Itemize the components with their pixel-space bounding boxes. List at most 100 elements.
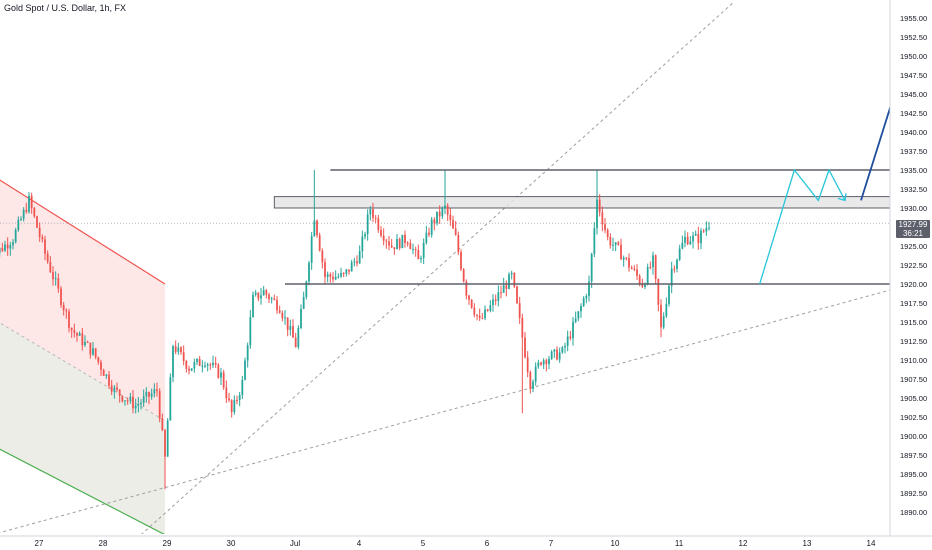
price-tick-label: 1922.50 [900,261,927,270]
candle-body [217,364,220,378]
candle-body [228,398,230,401]
candle-body [185,361,188,369]
candle-body [681,242,684,249]
candle-body [316,220,318,236]
candle-body [70,327,73,331]
candle-body [33,208,36,217]
candle-body [465,281,468,296]
candle-body [28,195,30,212]
candle-body [326,274,329,277]
candle-body [1,247,4,251]
candle-body [97,357,100,363]
price-tick-label: 1937.50 [900,147,927,156]
candle-body [198,358,201,366]
candle-body [340,272,342,277]
candle-body [249,317,252,346]
candle-body [542,360,545,365]
candle-body [110,385,113,392]
candle-body [169,377,172,421]
candle-body [622,257,625,260]
candle-body [334,276,337,280]
candle-body [276,299,278,311]
date-tick-label: 28 [99,539,108,548]
candle-body [313,220,316,237]
candle-body [388,241,390,246]
candle-body [676,259,678,269]
candle-body [329,274,332,277]
candle-body [601,212,604,225]
candle-body [337,276,340,278]
candle-body [684,236,686,243]
candle-body [252,294,254,318]
candle-body [446,205,449,215]
candle-body [124,400,126,402]
candle-body [36,216,38,228]
candle-body [292,326,294,338]
candle-body [428,232,430,235]
candle-body [521,317,524,338]
candle-body [0,247,1,254]
candle-body [289,326,292,330]
candle-body [561,347,564,353]
candle-body [636,269,638,276]
candle-body [457,234,460,253]
candle-body [9,245,12,249]
candle-body [614,242,617,245]
candle-body [182,352,185,362]
candle-body [566,336,569,346]
candle-body [225,387,228,399]
symbol-title: Gold Spot / U.S. Dollar, 1h, FX [4,3,127,13]
candle-body [412,249,414,251]
candle-body [492,299,494,306]
candle-body [230,400,233,413]
candle-body [668,285,670,305]
time-axis: 27 28 29 30 Jul 4 5 6 7 10 11 12 13 14 [0,535,932,550]
candle-body [454,228,457,235]
candle-body [564,345,566,348]
candle-body [393,247,396,250]
candle-body [540,362,542,365]
candle-body [268,294,270,299]
candle-body [65,310,68,312]
candle-body [14,229,17,243]
candle-body [553,349,556,352]
price-tick-label: 1897.50 [900,451,927,460]
candle-body [518,303,521,318]
candle-body [60,288,62,305]
candle-body [212,362,214,366]
candle-body [188,368,190,371]
candle-body [590,253,593,282]
candle-body [118,389,121,396]
candle-body [665,304,668,317]
candle-body [241,379,244,395]
candle-body [38,227,41,237]
candle-body [209,364,212,366]
date-tick-label: 10 [611,539,620,548]
candle-body [164,430,166,457]
candle-body [654,255,657,279]
candle-body [30,195,33,209]
candle-body [12,242,14,246]
candle-body [126,400,129,402]
price-tick-label: 1890.00 [900,508,927,517]
date-tick-label: 29 [163,539,172,548]
candle-body [438,211,441,217]
candle-body [73,330,76,333]
candle-body [244,360,246,380]
candle-body [649,266,652,268]
candle-body [201,365,204,367]
candle-body [508,274,510,289]
candle-body [113,387,116,392]
candle-body [281,312,284,319]
candle-body [609,236,612,246]
date-tick-label: 7 [549,539,554,548]
price-tick-label: 1892.50 [900,489,927,498]
date-tick-label: 12 [739,539,748,548]
price-tick-label: 1955.00 [900,14,927,23]
candle-body [596,199,598,229]
candle-body [177,347,180,352]
candle-body [516,286,518,304]
resistance-zone [273,196,890,209]
candle-body [513,272,516,287]
